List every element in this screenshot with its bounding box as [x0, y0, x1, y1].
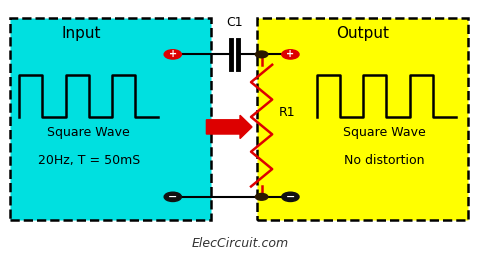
- Circle shape: [164, 192, 181, 202]
- Circle shape: [255, 193, 268, 200]
- Text: No distortion: No distortion: [344, 154, 424, 167]
- Circle shape: [164, 50, 181, 59]
- FancyBboxPatch shape: [257, 18, 468, 220]
- Circle shape: [282, 192, 299, 202]
- FancyArrow shape: [206, 115, 252, 139]
- Text: ElecCircuit.com: ElecCircuit.com: [192, 237, 288, 250]
- Text: C1: C1: [226, 16, 242, 28]
- Circle shape: [282, 50, 299, 59]
- Text: 20Hz, T = 50mS: 20Hz, T = 50mS: [37, 154, 140, 167]
- Text: +: +: [169, 49, 177, 59]
- Text: Output: Output: [336, 26, 389, 41]
- Text: Input: Input: [62, 26, 101, 41]
- Text: Square Wave: Square Wave: [343, 126, 425, 139]
- Text: R1: R1: [278, 106, 295, 119]
- Text: +: +: [287, 49, 294, 59]
- Text: Square Wave: Square Wave: [48, 126, 130, 139]
- FancyBboxPatch shape: [10, 18, 211, 220]
- Text: −: −: [286, 192, 295, 202]
- Text: −: −: [168, 192, 178, 202]
- Circle shape: [255, 51, 268, 58]
